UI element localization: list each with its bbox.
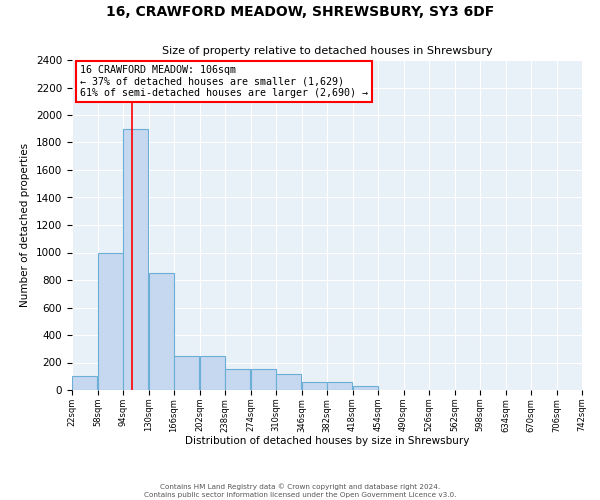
Bar bbox=[353, 386, 377, 390]
Bar bbox=[175, 356, 199, 390]
Bar bbox=[277, 374, 301, 390]
Text: 16 CRAWFORD MEADOW: 106sqm
← 37% of detached houses are smaller (1,629)
61% of s: 16 CRAWFORD MEADOW: 106sqm ← 37% of deta… bbox=[80, 65, 368, 98]
Bar bbox=[124, 128, 148, 390]
Text: 16, CRAWFORD MEADOW, SHREWSBURY, SY3 6DF: 16, CRAWFORD MEADOW, SHREWSBURY, SY3 6DF bbox=[106, 5, 494, 19]
Title: Size of property relative to detached houses in Shrewsbury: Size of property relative to detached ho… bbox=[161, 46, 493, 56]
Bar bbox=[98, 252, 122, 390]
Y-axis label: Number of detached properties: Number of detached properties bbox=[20, 143, 31, 307]
Bar bbox=[149, 273, 173, 390]
X-axis label: Distribution of detached houses by size in Shrewsbury: Distribution of detached houses by size … bbox=[185, 436, 469, 446]
Bar bbox=[302, 382, 326, 390]
Bar bbox=[226, 370, 250, 390]
Bar bbox=[200, 356, 224, 390]
Bar bbox=[328, 382, 352, 390]
Bar bbox=[73, 376, 97, 390]
Text: Contains HM Land Registry data © Crown copyright and database right 2024.
Contai: Contains HM Land Registry data © Crown c… bbox=[144, 484, 456, 498]
Bar bbox=[251, 370, 275, 390]
